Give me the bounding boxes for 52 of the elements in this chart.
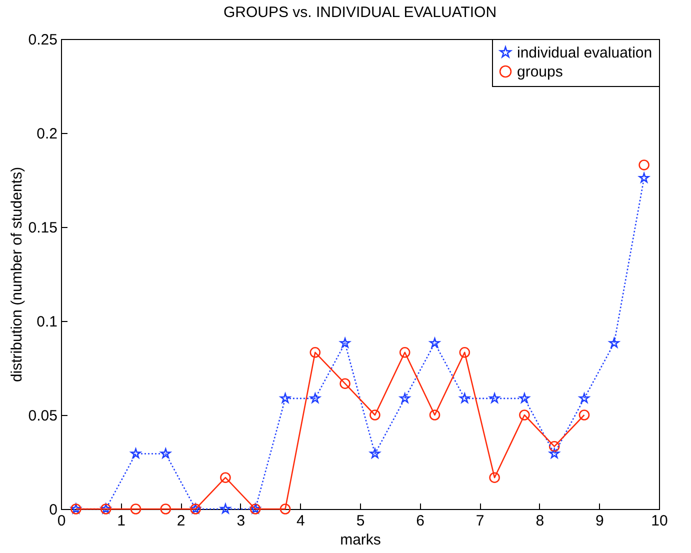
point — [340, 338, 350, 348]
point — [489, 472, 500, 483]
point — [310, 347, 321, 358]
y-tick-label: 0.25 — [28, 32, 58, 48]
chart-title: GROUPS vs. INDIVIDUAL EVALUATION — [223, 4, 497, 21]
point — [310, 393, 320, 403]
point — [519, 393, 530, 403]
point — [578, 410, 590, 420]
y-tick-label: 0 — [49, 502, 58, 518]
point — [280, 393, 290, 403]
legend-label: individual evaluation — [517, 44, 652, 62]
x-tick-label: 2 — [176, 512, 186, 530]
point — [399, 347, 410, 358]
x-tick-label: 8 — [536, 512, 544, 530]
point — [280, 504, 291, 514]
point — [340, 378, 350, 389]
point — [160, 448, 171, 458]
x-tick-label: 7 — [476, 512, 484, 530]
point — [370, 448, 380, 458]
point — [220, 472, 231, 483]
x-tick-label: 5 — [356, 512, 365, 530]
y-axis-title: distribution (number of students) — [8, 166, 26, 382]
point — [489, 393, 500, 403]
point — [459, 393, 470, 403]
point — [638, 160, 650, 170]
x-tick-label: 10 — [651, 512, 668, 530]
y-tick-label: 0.2 — [36, 126, 58, 142]
x-axis-title: marks — [340, 532, 381, 548]
y-tick-label: 0.15 — [28, 220, 58, 236]
point — [430, 338, 440, 348]
point — [429, 410, 440, 420]
point — [160, 504, 172, 514]
y-tick-label: 0.1 — [36, 314, 58, 330]
point — [548, 441, 560, 452]
x-tick-label: 9 — [596, 512, 604, 530]
point — [608, 338, 620, 348]
point — [370, 410, 380, 420]
x-tick-label: 1 — [117, 512, 126, 530]
point — [130, 504, 142, 514]
x-tick-label: 4 — [296, 512, 305, 530]
legend-label: groups — [517, 64, 563, 80]
point — [220, 504, 231, 514]
point — [400, 393, 410, 403]
x-tick-label: 6 — [416, 512, 424, 530]
point — [579, 393, 590, 403]
point — [549, 448, 560, 458]
point — [459, 347, 470, 358]
point — [519, 410, 530, 420]
y-tick-label: 0.05 — [28, 408, 58, 424]
point — [638, 172, 650, 183]
point — [130, 448, 141, 458]
x-tick-label: 3 — [236, 512, 246, 530]
